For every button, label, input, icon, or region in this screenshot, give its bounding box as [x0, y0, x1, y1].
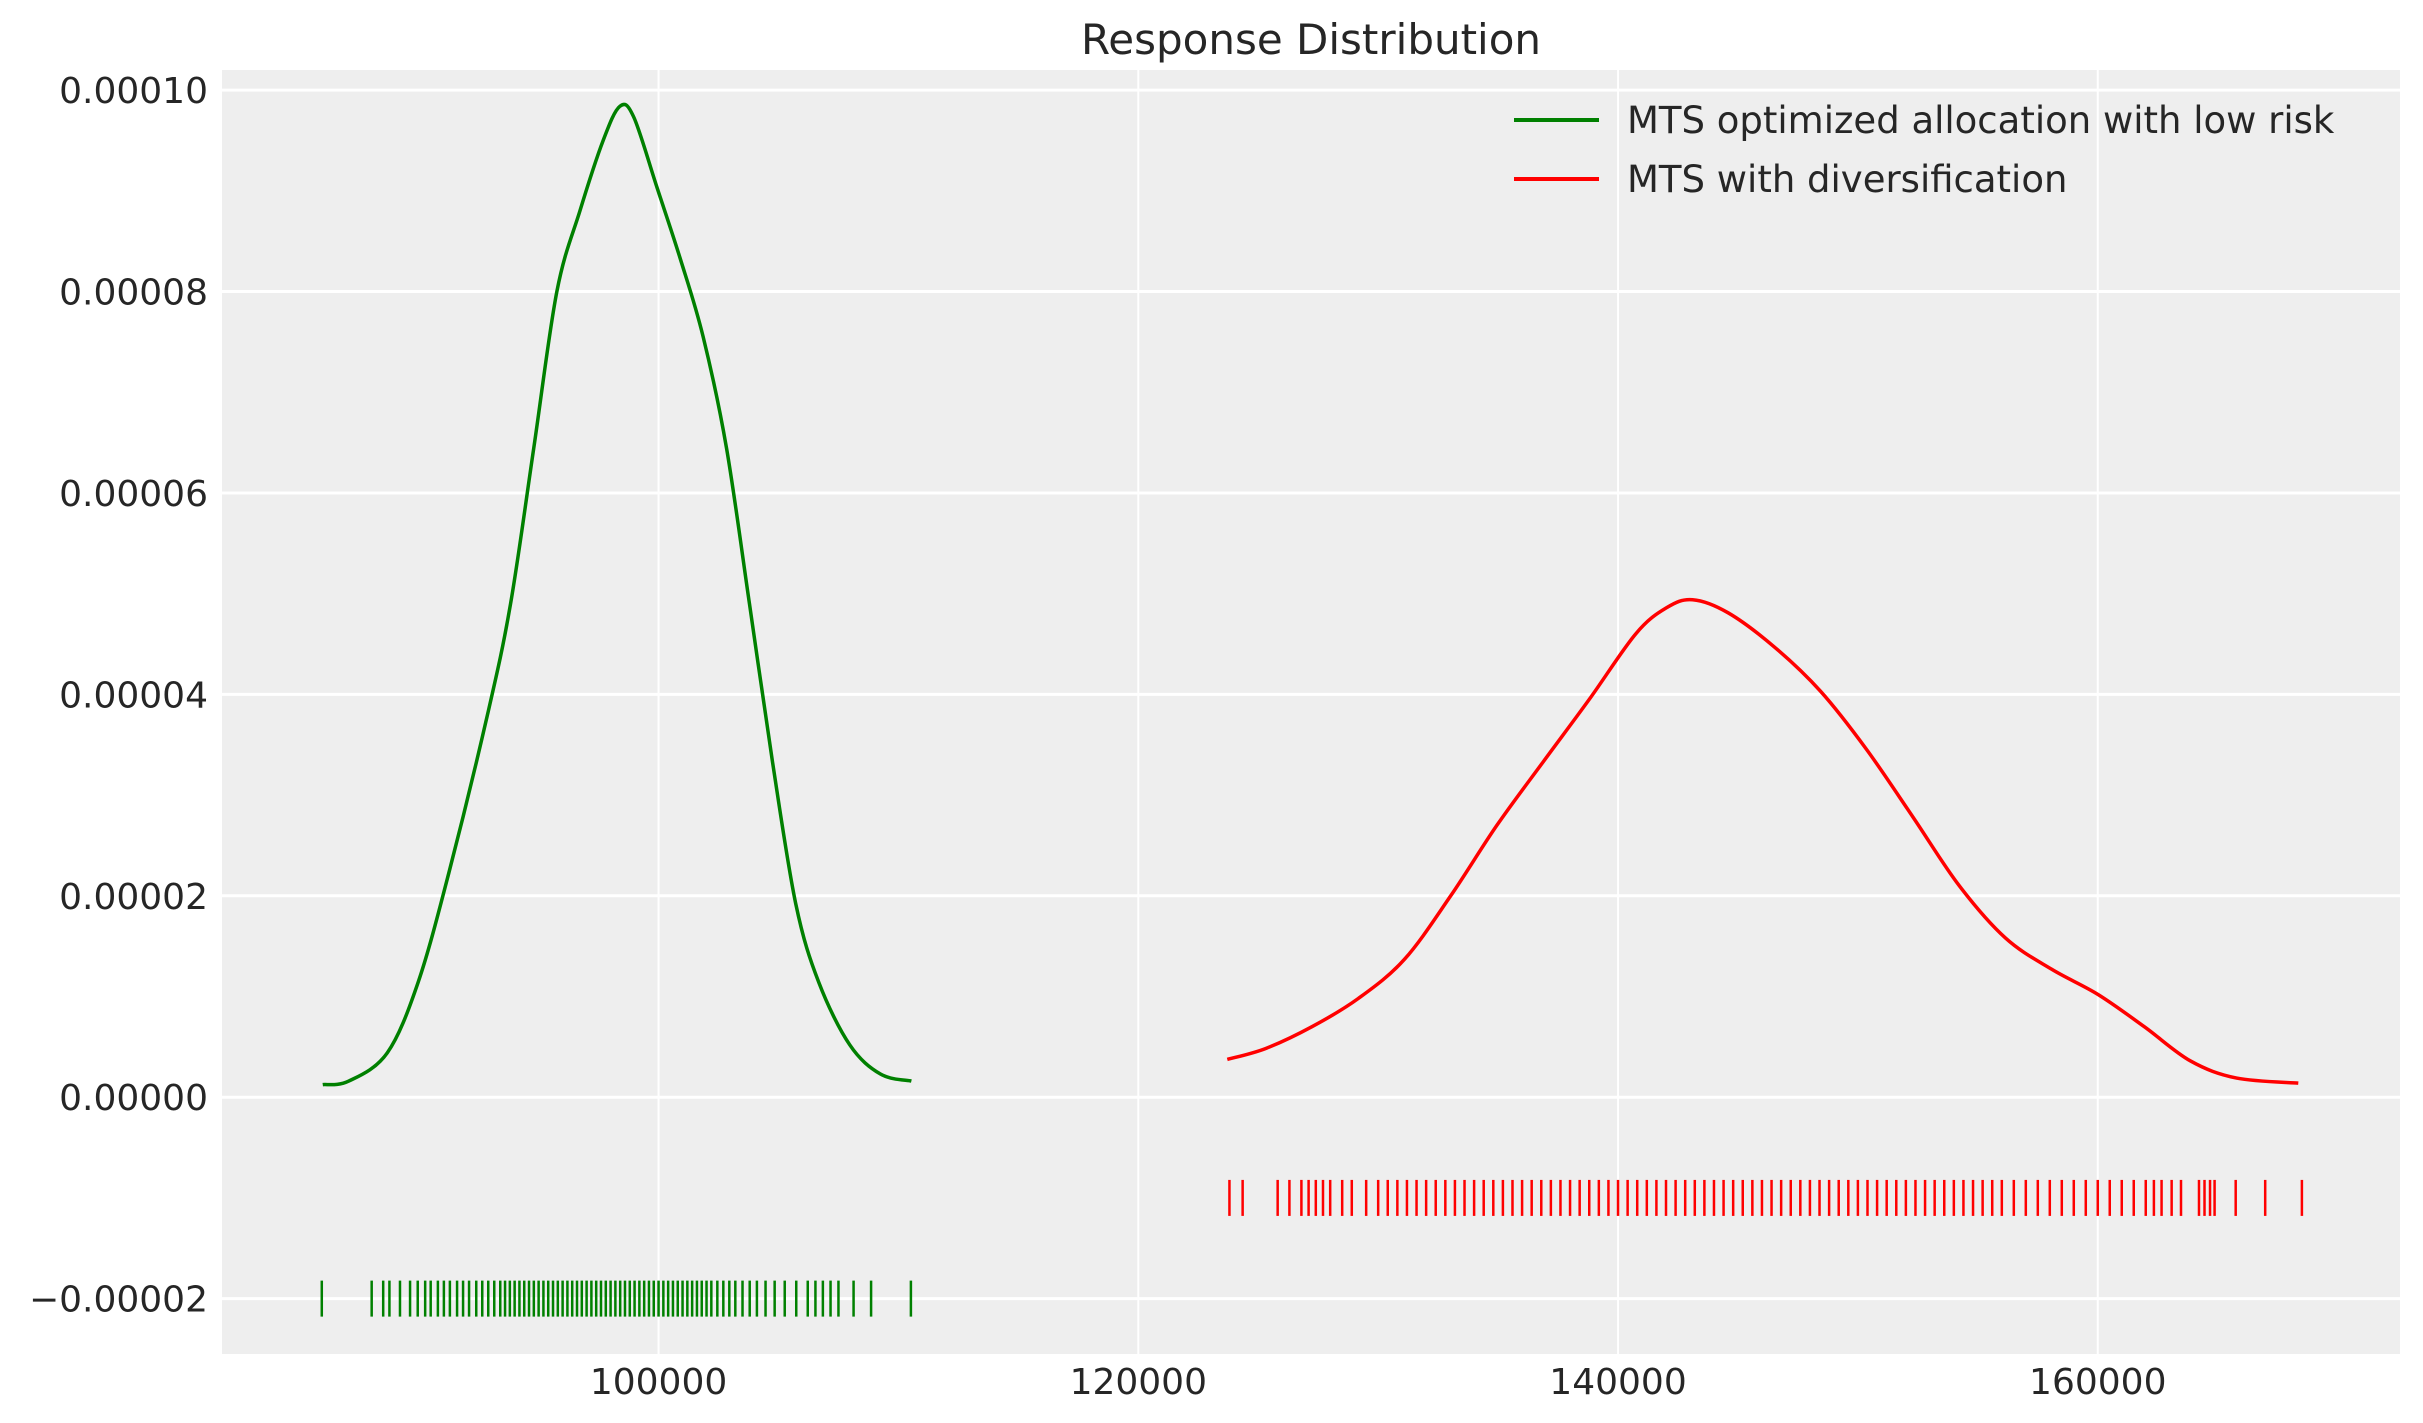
density-curve-low-risk [322, 102, 912, 1087]
x-tick-label: 120000 [1070, 1362, 1207, 1403]
plot-area [222, 70, 2400, 1354]
legend-label-diversification: MTS with diversification [1627, 158, 2067, 201]
density-curves [322, 102, 2299, 1087]
chart-title: Response Distribution [1081, 15, 1541, 64]
rug-diversification [1228, 1179, 2304, 1216]
y-tick-label: 0.00004 [59, 675, 208, 716]
x-axis-ticks: 100000 120000 140000 160000 [590, 1362, 2167, 1403]
density-curve-diversification [1226, 597, 2299, 1085]
x-tick-label: 160000 [2029, 1362, 2166, 1403]
legend: MTS optimized allocation with low risk M… [1514, 99, 2335, 201]
y-tick-label: 0.00000 [59, 1078, 208, 1119]
y-tick-label: 0.00002 [59, 877, 208, 918]
legend-label-low-risk: MTS optimized allocation with low risk [1627, 99, 2335, 142]
y-tick-label: 0.00006 [59, 474, 208, 515]
grid-lines [222, 70, 2400, 1354]
rug-low-risk [320, 1280, 913, 1317]
x-tick-label: 100000 [590, 1362, 727, 1403]
y-tick-label: −0.00002 [29, 1280, 208, 1321]
y-axis-ticks: −0.00002 0.00000 0.00002 0.00004 0.00006 0.00… [29, 71, 208, 1320]
rug-plots [320, 1179, 2304, 1317]
x-tick-label: 140000 [1549, 1362, 1686, 1403]
y-tick-label: 0.00010 [59, 71, 208, 112]
y-tick-label: 0.00008 [59, 273, 208, 314]
